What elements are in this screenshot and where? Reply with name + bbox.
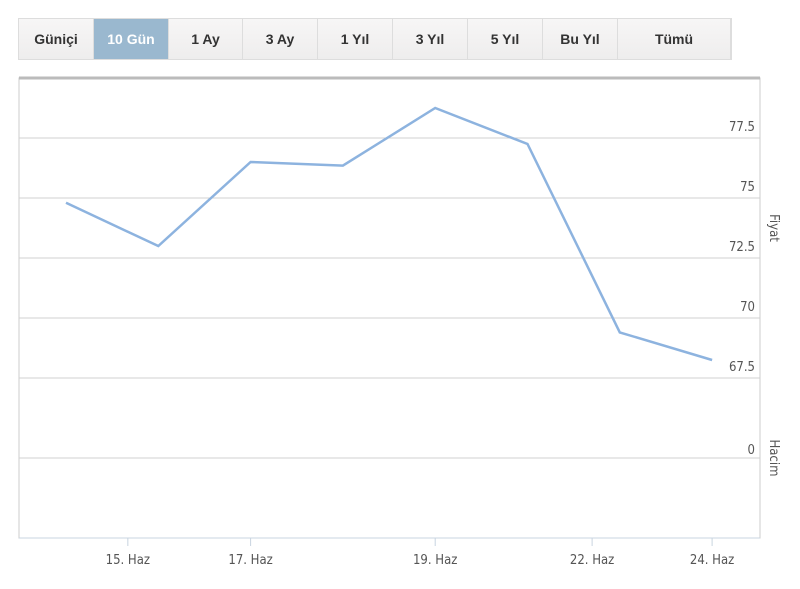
volume-axis-title: Hacim — [766, 439, 781, 476]
y-tick-label: 72.5 — [729, 240, 755, 255]
tab-range[interactable]: 1 Yıl — [318, 19, 393, 59]
tab-range[interactable]: Bu Yıl — [543, 19, 618, 59]
tab-range[interactable]: 3 Ay — [243, 19, 318, 59]
y-tick-label: 67.5 — [729, 360, 755, 375]
plot-area — [18, 77, 761, 539]
tab-range[interactable]: 5 Yıl — [468, 19, 543, 59]
tab-range[interactable]: Tümü — [618, 19, 731, 59]
price-line — [65, 106, 713, 362]
tab-range[interactable]: Güniçi — [19, 19, 94, 59]
range-tabs: Güniçi 10 Gün 1 Ay 3 Ay 1 Yıl 3 Yıl 5 Yıl Bu Yı… — [18, 18, 732, 60]
y-tick-label: 77.5 — [729, 120, 755, 135]
x-tick-label: 22. Haz — [570, 553, 614, 568]
x-tick-label: 17. Haz — [228, 553, 272, 568]
tab-range[interactable]: 1 Ay — [169, 19, 243, 59]
y-tick-label: 70 — [740, 300, 755, 315]
tab-range[interactable]: 3 Yıl — [393, 19, 468, 59]
x-tick-label: 24. Haz — [690, 553, 734, 568]
x-tick-label: 19. Haz — [413, 553, 457, 568]
y-tick-label: 75 — [740, 180, 755, 195]
price-axis-title: Fiyat — [766, 214, 781, 242]
volume-tick-label: 0 — [748, 443, 755, 458]
tab-range[interactable]: 10 Gün — [94, 19, 169, 59]
x-tick-label: 15. Haz — [106, 553, 150, 568]
